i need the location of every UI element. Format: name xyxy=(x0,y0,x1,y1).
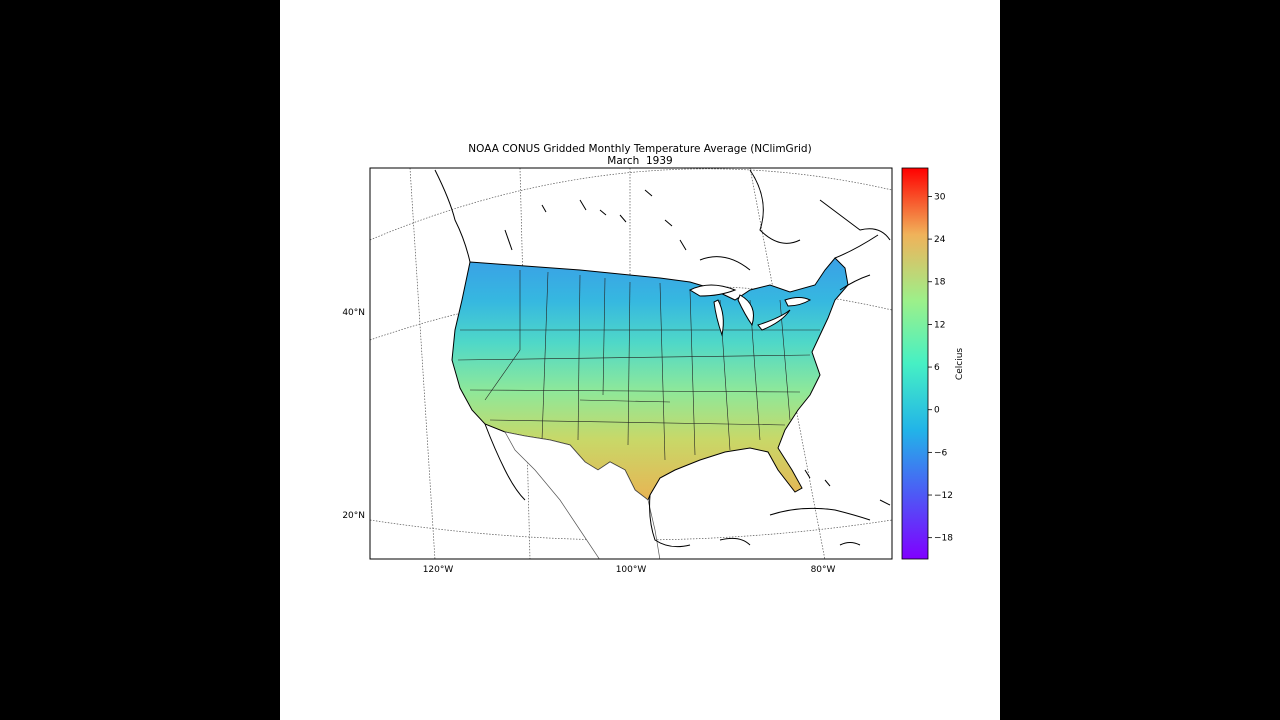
colorbar-tick-label: 0 xyxy=(934,406,940,416)
conus-temperature-field xyxy=(451,257,849,501)
caribbean-islands xyxy=(719,469,891,546)
lon-label-80: 80°W xyxy=(811,565,836,575)
canada-coastline xyxy=(434,169,891,291)
colorbar-tick-label: −6 xyxy=(934,448,948,458)
lon-label-120: 120°W xyxy=(423,565,454,575)
chart-subtitle: March 1939 xyxy=(607,155,673,167)
lat-label-40: 40°N xyxy=(342,308,365,318)
mexico-outline xyxy=(504,431,661,559)
great-lakes xyxy=(688,284,812,337)
colorbar-tick-label: 6 xyxy=(934,363,940,373)
colorbar-tick-label: 30 xyxy=(934,192,946,202)
mexico-coast xyxy=(484,423,691,548)
map-figure: 40°N 20°N 120°W 100°W 80°W 30 24 18 12 6 0 −6 −… xyxy=(342,167,965,575)
colorbar-tick-label: −18 xyxy=(934,534,953,544)
colorbar-gradient xyxy=(901,167,929,560)
colorbar-ticks: 30 24 18 12 6 0 −6 −12 −18 xyxy=(928,192,953,544)
colorbar-tick-label: 18 xyxy=(934,278,946,288)
lon-label-100: 100°W xyxy=(616,565,647,575)
colorbar-tick-label: 24 xyxy=(934,235,946,245)
chart-title: NOAA CONUS Gridded Monthly Temperature A… xyxy=(468,143,812,155)
chart-title-block: NOAA CONUS Gridded Monthly Temperature A… xyxy=(280,143,1000,167)
colorbar-tick-label: 12 xyxy=(934,320,945,330)
figure: NOAA CONUS Gridded Monthly Temperature A… xyxy=(280,0,1000,720)
lat-label-20: 20°N xyxy=(342,511,365,521)
colorbar: 30 24 18 12 6 0 −6 −12 −18 Celcius xyxy=(901,167,965,560)
state-borders xyxy=(457,270,820,461)
map-panel xyxy=(370,168,892,559)
map-frame xyxy=(369,167,893,560)
colorbar-label: Celcius xyxy=(955,348,965,380)
colorbar-tick-label: −12 xyxy=(934,491,953,501)
